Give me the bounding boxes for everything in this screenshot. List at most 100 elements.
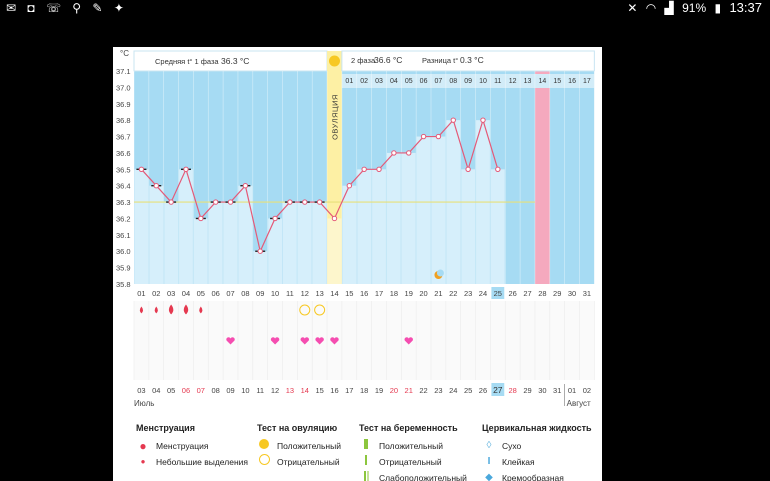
cycle-day-label: 08	[241, 289, 249, 298]
temperature-point	[391, 150, 397, 156]
temperature-point	[198, 215, 204, 222]
post-ovulation-row	[341, 74, 595, 88]
temperature-bar	[193, 218, 208, 284]
temperature-bar	[461, 169, 476, 284]
post-ovulation-day-label: 10	[479, 78, 487, 85]
post-ovulation-day-label: 02	[360, 78, 368, 85]
positive-circle-icon	[259, 438, 269, 449]
date-label: 10	[241, 386, 249, 395]
legend-title: Менструация	[136, 423, 195, 433]
temperature-point	[420, 133, 427, 140]
legend-label: Клейкая	[502, 457, 535, 467]
temperature-bar	[372, 169, 386, 284]
post-ovulation-day-label: 14	[538, 78, 546, 85]
temperature-bar	[164, 202, 179, 284]
temperature-point	[450, 117, 456, 123]
moon-icon-mask	[436, 269, 444, 277]
date-label: 18	[360, 386, 368, 395]
y-tick-label: 36.9	[116, 100, 131, 109]
ovulation-test-negative-icon	[299, 304, 311, 316]
temperature-point	[138, 166, 145, 173]
temperature-bar	[490, 169, 505, 284]
temperature-point	[183, 166, 189, 173]
temperature-point	[465, 166, 471, 173]
temperature-bar	[401, 152, 416, 284]
cycle-day-label: 01	[137, 289, 145, 298]
wifi-icon: ◠	[645, 1, 657, 15]
legend-title: Тест на овуляцию	[257, 423, 338, 433]
y-tick-label: 37.1	[116, 67, 131, 76]
cycle-day-label: 04	[182, 289, 190, 298]
date-label: 22	[419, 386, 427, 395]
cycle-day-label: 18	[390, 289, 398, 298]
temperature-point	[242, 182, 249, 189]
temperature-bar	[297, 202, 312, 284]
temperature-bar	[312, 202, 327, 284]
date-label: 26	[479, 386, 487, 395]
legend-label: Отрицательный	[277, 457, 340, 467]
small-drop-icon: ●	[140, 457, 146, 466]
temperature-point	[168, 199, 174, 205]
double-bar-icon	[364, 438, 368, 449]
today-date-highlight	[491, 383, 505, 396]
cycle-day-label: 20	[419, 289, 427, 298]
diff-value: 0.3 °C	[460, 55, 484, 65]
y-tick-label: 36.8	[116, 116, 131, 125]
legend-ovulation-test: Тест на овуляцию Положительный Отрицател…	[257, 423, 341, 470]
date-label: 28	[509, 386, 517, 395]
date-label: 02	[583, 386, 591, 395]
phase2-header	[341, 50, 595, 72]
month-right: Август	[567, 399, 591, 408]
menstruation-drop-icon	[183, 304, 189, 315]
legend-label: Менструация	[156, 441, 209, 451]
temperature-point	[212, 199, 219, 205]
ovulation-sun-icon	[328, 55, 340, 67]
faint-bar-icon	[363, 470, 366, 481]
signal-icon: ▟	[664, 1, 674, 15]
battery-icon: ▮	[714, 1, 722, 15]
date-label: 30	[538, 386, 546, 395]
temperature-bar	[357, 169, 372, 284]
heart-icon	[315, 337, 324, 345]
y-tick-label: 36.4	[116, 182, 131, 191]
legend-label: Положительный	[277, 441, 341, 451]
date-label: 15	[315, 386, 323, 395]
date-label: 20	[390, 386, 398, 395]
cycle-day-label: 25	[494, 289, 502, 298]
phase2-label: 2 фаза	[351, 56, 376, 65]
y-tick-label: 36.1	[116, 231, 131, 240]
y-tick-label: 37.0	[116, 83, 131, 92]
y-tick-label: 36.7	[116, 133, 131, 142]
post-ovulation-day-label: 01	[345, 78, 353, 85]
y-tick-label: 35.9	[116, 264, 131, 273]
post-ovulation-day-label: 05	[405, 78, 413, 85]
y-tick-label: 36.3	[116, 198, 131, 207]
y-tick-label: 36.0	[116, 247, 131, 256]
temperature-point	[153, 182, 159, 189]
cycle-day-label: 26	[509, 289, 517, 298]
date-label: 14	[301, 386, 309, 395]
post-ovulation-day-label: 07	[435, 78, 443, 85]
post-ovulation-day-label: 04	[390, 78, 398, 85]
cycle-day-label: 19	[405, 289, 413, 298]
legend-label: Кремообразная	[502, 473, 564, 481]
legend-cervical: Цервикальная жидкость ◊ Сухо I Клейкая ◆ Кр…	[482, 423, 592, 481]
cycle-day-label: 05	[197, 289, 205, 298]
y-tick-label: 36.2	[116, 214, 131, 223]
ovulation-test-negative-icon	[314, 304, 326, 316]
cycle-day-label: 12	[301, 289, 309, 298]
temperature-point	[435, 133, 442, 140]
cycle-day-label: 28	[538, 289, 546, 298]
date-label: 05	[167, 386, 175, 395]
phase1-label: Средняя t° 1 фаза	[155, 57, 219, 66]
date-label: 11	[256, 386, 264, 395]
blood-drop-icon: ●	[139, 439, 147, 453]
cycle-day-label: 02	[152, 289, 160, 298]
cycle-day-label: 10	[271, 289, 279, 298]
temperature-point	[495, 166, 501, 173]
temperature-bar	[149, 185, 164, 284]
negative-circle-icon	[258, 454, 270, 465]
legend-label: Положительный	[379, 441, 443, 451]
legend-title: Цервикальная жидкость	[482, 423, 592, 433]
